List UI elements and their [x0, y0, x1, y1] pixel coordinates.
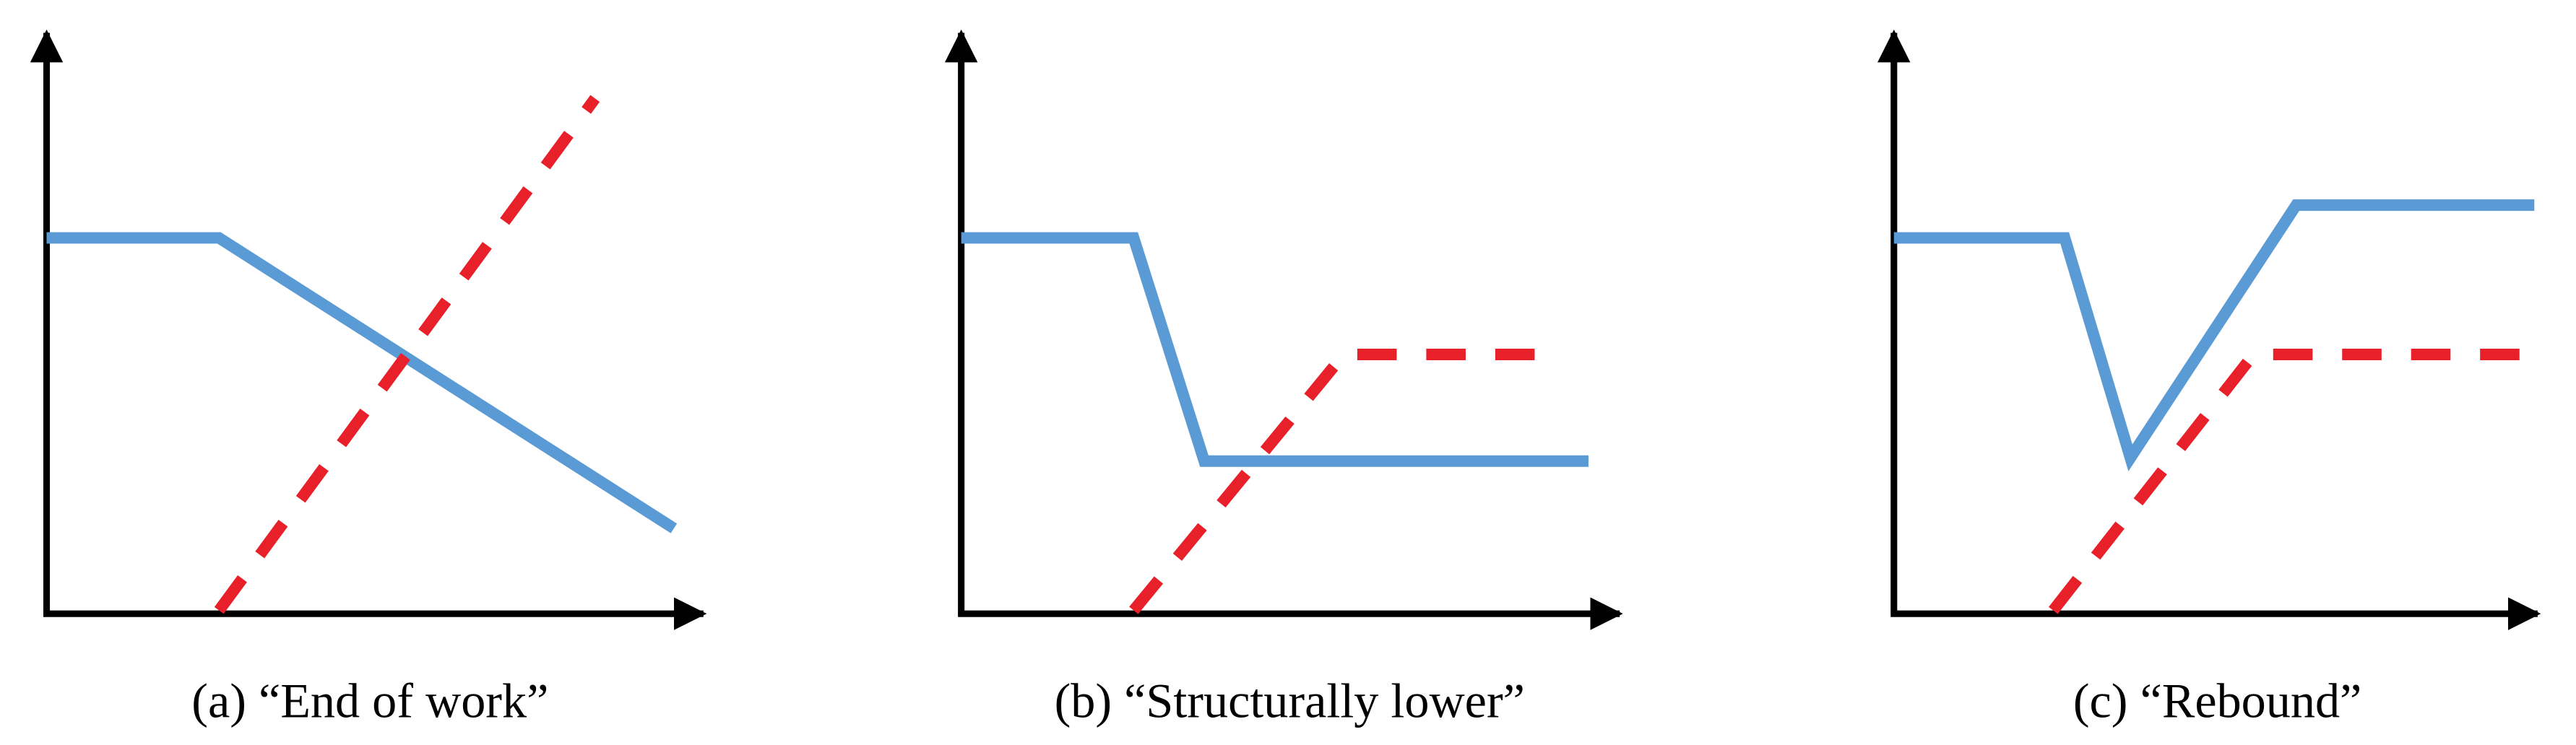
red-dashed-line: [1129, 349, 1552, 614]
blue-line: [46, 232, 678, 533]
caption: (a) “End of work”: [191, 673, 548, 728]
axes: [944, 29, 1623, 630]
caption-label: (b): [1055, 673, 1112, 728]
caption: (c) “Rebound”: [2073, 673, 2361, 728]
caption-title: “End of work”: [259, 673, 548, 728]
caption-label: (c): [2073, 673, 2128, 728]
panel-b: (b) “Structurally lower”: [944, 29, 1623, 728]
panel-c: (c) “Rebound”: [1877, 29, 2541, 728]
panel-a: (a) “End of work”: [30, 29, 707, 728]
caption-title: “Rebound”: [2140, 673, 2362, 728]
caption: (b) “Structurally lower”: [1055, 673, 1525, 728]
axes: [1877, 29, 2541, 630]
blue-line: [1893, 199, 2535, 471]
red-dashed-line: [2049, 349, 2530, 614]
caption-label: (a): [191, 673, 246, 728]
red-dashed-line: [214, 95, 600, 614]
caption-title: “Structurally lower”: [1124, 673, 1525, 728]
blue-line: [961, 232, 1589, 467]
axes: [30, 29, 707, 630]
